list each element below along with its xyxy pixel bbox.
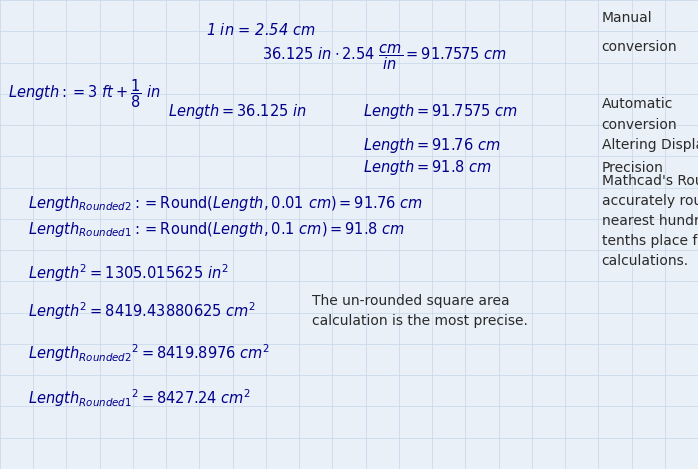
Text: $\mathit{Length}_{\mathit{Rounded1}}{}^{2} = 8427.24\ \mathit{cm}^{2}$: $\mathit{Length}_{\mathit{Rounded1}}{}^{… — [28, 387, 251, 408]
Text: $36.125\ \mathit{in} \cdot 2.54\ \dfrac{\mathit{cm}}{\mathit{in}} = 91.7575\ \ma: $36.125\ \mathit{in} \cdot 2.54\ \dfrac{… — [262, 42, 507, 72]
Text: The un-rounded square area
calculation is the most precise.: The un-rounded square area calculation i… — [312, 294, 528, 328]
Text: $\mathit{Length}_{\mathit{Rounded2}}{}^{2} = 8419.8976\ \mathit{cm}^{2}$: $\mathit{Length}_{\mathit{Rounded2}}{}^{… — [28, 342, 270, 363]
Text: $\mathit{Length}^{2} = 1305.015625\ \mathit{in}^{2}$: $\mathit{Length}^{2} = 1305.015625\ \mat… — [28, 262, 229, 284]
Text: conversion: conversion — [602, 118, 677, 132]
Text: Mathcad's Round function
accurately rounds to the
nearest hundredths and
tenths : Mathcad's Round function accurately roun… — [602, 174, 698, 268]
Text: $\mathit{Length} = 91.7575\ \mathit{cm}$: $\mathit{Length} = 91.7575\ \mathit{cm}$ — [363, 102, 518, 121]
Text: Precision: Precision — [602, 161, 664, 175]
Text: $\mathit{Length} = 91.76\ \mathit{cm}$: $\mathit{Length} = 91.76\ \mathit{cm}$ — [363, 136, 500, 155]
Text: $\mathit{Length}_{\mathit{Rounded2}}:=\mathrm{Round}(\mathit{Length},0.01\ \math: $\mathit{Length}_{\mathit{Rounded2}}:=\m… — [28, 194, 423, 212]
Text: Manual: Manual — [602, 11, 653, 25]
Text: $\mathit{Length} = 36.125\ \mathit{in}$: $\mathit{Length} = 36.125\ \mathit{in}$ — [168, 102, 306, 121]
Text: Altering Display: Altering Display — [602, 138, 698, 152]
Text: $\mathit{Length}:= 3\ \mathit{ft} + \dfrac{1}{8}\ \mathit{in}$: $\mathit{Length}:= 3\ \mathit{ft} + \dfr… — [8, 77, 161, 110]
Text: Automatic: Automatic — [602, 97, 673, 111]
Text: $\mathit{Length}_{\mathit{Rounded1}}:=\mathrm{Round}(\mathit{Length},0.1\ \mathi: $\mathit{Length}_{\mathit{Rounded1}}:=\m… — [28, 220, 405, 239]
Text: $\mathit{Length}^{2} = 8419.43880625\ \mathit{cm}^{2}$: $\mathit{Length}^{2} = 8419.43880625\ \m… — [28, 300, 256, 322]
Text: conversion: conversion — [602, 40, 677, 54]
Text: $\mathit{Length} = 91.8\ \mathit{cm}$: $\mathit{Length} = 91.8\ \mathit{cm}$ — [363, 159, 492, 177]
Text: 1 $\mathit{in}$ = 2.54 $\mathit{cm}$: 1 $\mathit{in}$ = 2.54 $\mathit{cm}$ — [206, 23, 315, 38]
